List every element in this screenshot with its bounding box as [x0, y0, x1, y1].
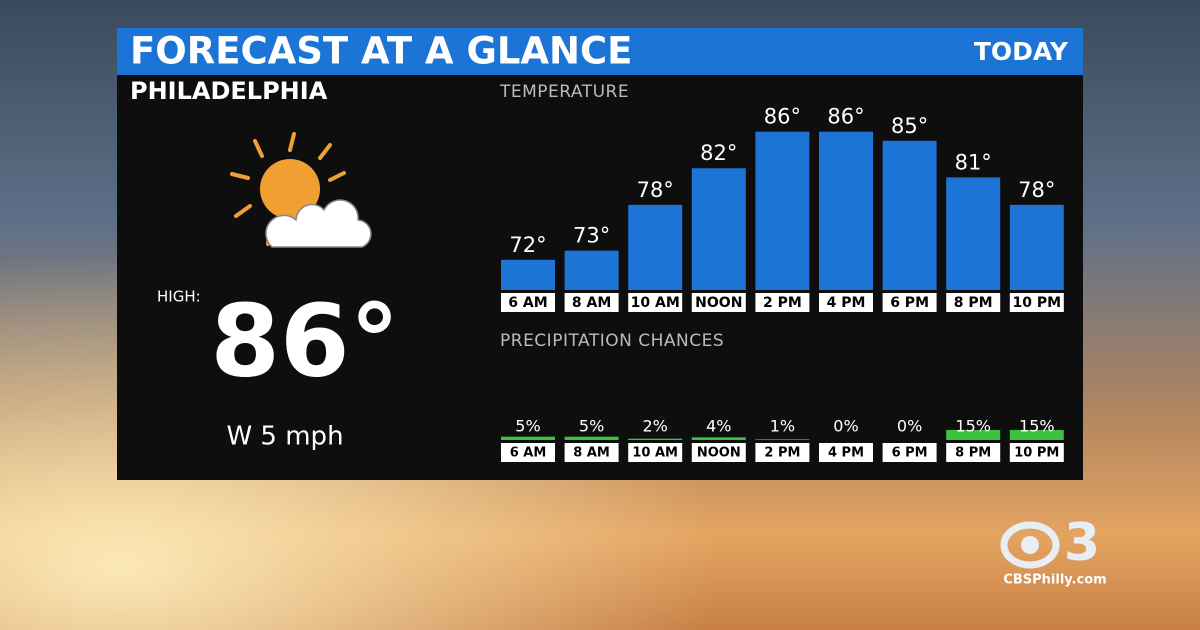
chart-title: TEMPERATURE — [499, 82, 629, 102]
logo-mark: 3 — [1064, 513, 1100, 573]
category-box — [564, 443, 619, 462]
category-box — [564, 293, 619, 312]
category-box — [628, 443, 683, 462]
bar — [564, 436, 619, 440]
category-label: 10 PM — [1014, 446, 1059, 461]
value-label: 78° — [637, 178, 674, 202]
value-label: 86° — [827, 105, 864, 129]
bar — [946, 177, 1001, 290]
category-box — [819, 293, 873, 312]
category-label: 2 PM — [764, 446, 800, 461]
category-label: 6 AM — [508, 295, 547, 311]
category-box — [1009, 293, 1064, 312]
bar — [501, 436, 555, 440]
value-label: 2% — [643, 417, 668, 436]
category-label: 10 AM — [632, 446, 678, 461]
value-label: 72° — [509, 233, 546, 257]
bar — [882, 140, 937, 290]
bar — [691, 168, 746, 290]
category-box — [691, 443, 746, 462]
category-box — [946, 293, 1001, 312]
category-label: 4 PM — [828, 446, 864, 461]
value-label: 73° — [573, 224, 610, 248]
value-label: 5% — [515, 417, 540, 436]
bar — [946, 429, 1001, 440]
category-box — [1009, 443, 1064, 462]
value-label: 0% — [833, 417, 858, 436]
high-value: 86° — [210, 282, 399, 399]
value-label: 82° — [700, 141, 737, 165]
category-box — [628, 293, 683, 312]
weather-icon — [230, 132, 372, 248]
wind: W 5 mph — [226, 422, 343, 452]
category-box — [755, 443, 810, 462]
logo-site: CBSPhilly.com — [1003, 573, 1106, 588]
bar — [755, 131, 810, 290]
chart-title: PRECIPITATION CHANCES — [500, 331, 724, 351]
bar — [819, 131, 873, 290]
bar — [501, 259, 555, 290]
category-box — [882, 443, 937, 462]
category-box — [501, 293, 555, 312]
category-label: 10 PM — [1013, 295, 1062, 311]
category-label: 8 PM — [954, 295, 993, 311]
category-box — [501, 443, 555, 462]
bar — [1009, 204, 1064, 290]
category-label: 6 PM — [890, 295, 929, 311]
value-label: 81° — [955, 150, 992, 174]
category-label: 8 AM — [572, 295, 611, 311]
category-label: NOON — [697, 446, 741, 461]
value-label: 0% — [897, 417, 922, 436]
category-label: 6 PM — [892, 446, 928, 461]
value-label: 86° — [764, 105, 801, 129]
category-label: 8 PM — [955, 446, 991, 461]
category-label: 8 AM — [573, 446, 610, 461]
value-label: 15% — [1019, 417, 1055, 436]
category-box — [946, 443, 1001, 462]
bar — [1009, 429, 1064, 440]
bar — [755, 439, 810, 440]
header-bar — [117, 28, 1083, 75]
value-label: 1% — [770, 417, 795, 436]
category-box — [691, 293, 746, 312]
bar — [628, 438, 683, 440]
logo: 3 CBSPhilly.com — [1000, 513, 1107, 588]
value-label: 5% — [579, 417, 604, 436]
category-label: NOON — [695, 295, 742, 311]
period: TODAY — [974, 37, 1069, 66]
high-label: HIGH: — [157, 288, 201, 306]
bar — [628, 204, 683, 290]
value-label: 4% — [706, 417, 731, 436]
category-label: 6 AM — [510, 446, 547, 461]
location: PHILADELPHIA — [130, 77, 328, 105]
category-box — [819, 443, 873, 462]
value-label: 78° — [1018, 178, 1055, 202]
category-label: 2 PM — [763, 295, 802, 311]
value-label: 15% — [955, 417, 991, 436]
category-label: 10 AM — [631, 295, 680, 311]
category-box — [882, 293, 937, 312]
bar — [564, 250, 619, 290]
category-label: 4 PM — [827, 295, 866, 311]
category-box — [755, 293, 810, 312]
value-label: 85° — [891, 114, 928, 138]
title: FORECAST AT A GLANCE — [130, 30, 632, 73]
bar — [691, 437, 746, 440]
